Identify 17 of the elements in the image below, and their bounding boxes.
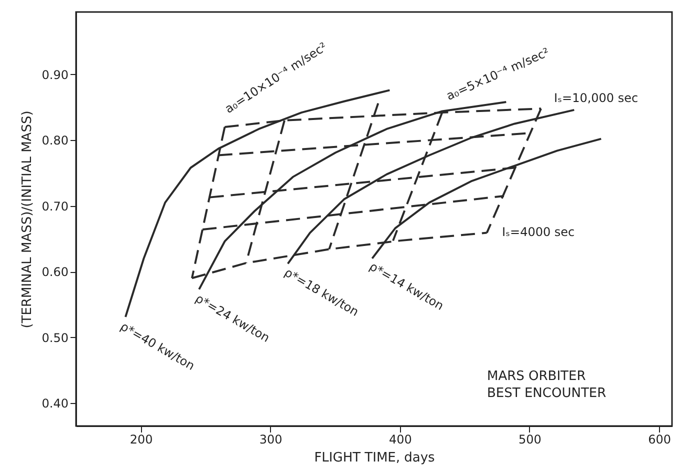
x-tick-label: 400 bbox=[388, 432, 412, 446]
y-tick-label: 0.50 bbox=[42, 330, 68, 345]
y-axis-title: (TERMINAL MASS)/(INITIAL MASS) bbox=[20, 110, 35, 328]
y-tick-label: 0.60 bbox=[42, 265, 68, 280]
y-tick-label: 0.90 bbox=[42, 68, 68, 82]
annotation: BEST ENCOUNTER bbox=[487, 386, 606, 401]
y-tick-label: 0.80 bbox=[42, 134, 68, 148]
annotation: MARS ORBITER bbox=[487, 369, 586, 384]
y-tick-label: 0.40 bbox=[42, 396, 68, 410]
y-tick-label: 0.70 bbox=[42, 199, 68, 214]
x-axis-title: FLIGHT TIME, days bbox=[314, 450, 436, 466]
annotation: Iₛ=10,000 sec bbox=[554, 91, 638, 105]
x-tick-label: 200 bbox=[130, 432, 153, 446]
x-tick-label: 300 bbox=[259, 432, 282, 446]
x-tick-label: 600 bbox=[648, 432, 671, 446]
annotation: Iₛ=4000 sec bbox=[502, 225, 575, 239]
x-tick-label: 500 bbox=[518, 432, 542, 446]
